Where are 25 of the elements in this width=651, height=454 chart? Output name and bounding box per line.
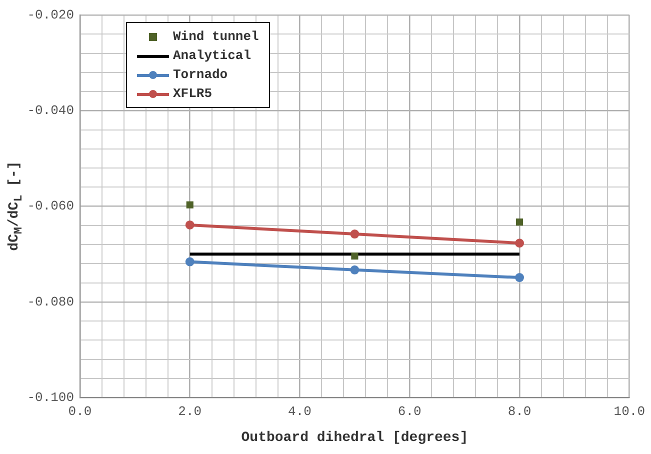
point (515, 238, 524, 248)
x-tick-label: 0.0 (68, 404, 92, 419)
y-tick-label: -0.040 (27, 103, 74, 118)
y-tick-label: -0.080 (27, 294, 74, 310)
x-tick-label: 4.0 (288, 404, 312, 419)
point (350, 230, 360, 239)
point (350, 265, 360, 274)
x-tick-label: 10.0 (614, 404, 646, 419)
point (516, 218, 524, 226)
point (351, 252, 358, 260)
legend-label: Analytical (173, 48, 252, 63)
point (185, 257, 194, 266)
legend-label: Tornado (173, 67, 228, 82)
point (186, 201, 194, 208)
y-tick-label: -0.100 (27, 390, 74, 406)
legend-label: Wind tunnel (173, 29, 259, 44)
point (185, 220, 194, 230)
y-tick-label: -0.020 (27, 7, 74, 22)
y-tick-label: -0.060 (27, 198, 74, 214)
x-tick-label: 2.0 (178, 404, 202, 419)
x-tick-label: 6.0 (398, 404, 422, 419)
x-axis-title: Outboard dihedral [degrees] (241, 430, 468, 446)
point (515, 273, 524, 282)
x-tick-label: 8.0 (508, 404, 532, 419)
legend-label: XFLR5 (173, 86, 212, 101)
